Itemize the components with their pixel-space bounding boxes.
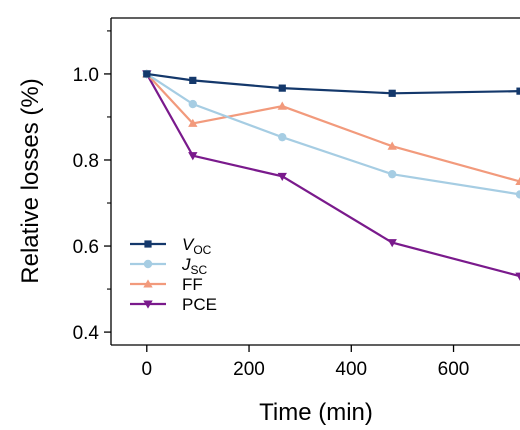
data-point [189, 76, 197, 84]
series-v-oc [143, 70, 520, 97]
axes: 0 200 400 600 0.4 0.6 0.8 1.0 [73, 17, 520, 380]
series-layer [142, 69, 520, 281]
y-tick-label: 0.6 [73, 237, 99, 258]
y-tick-label: 1.0 [73, 65, 99, 86]
data-point [277, 101, 287, 110]
series-j-sc [142, 69, 520, 199]
x-axis-label: Time (min) [259, 399, 373, 426]
legend-label: PCE [182, 295, 217, 314]
data-point [515, 272, 520, 281]
data-point [515, 176, 520, 186]
legend-item-ff: FF [130, 275, 203, 294]
data-point [516, 87, 520, 95]
x-tick-label: 200 [233, 359, 265, 380]
data-point [277, 172, 287, 182]
legend-item-pce: PCE [130, 295, 217, 314]
x-tick-label: 0 [141, 359, 152, 380]
x-tick-label: 400 [335, 359, 367, 380]
legend-item-j-sc: JSC [130, 255, 208, 277]
data-point [387, 239, 397, 248]
data-point [188, 118, 198, 127]
legend-label: JSC [181, 255, 208, 277]
data-point [387, 141, 397, 150]
legend-label: FF [182, 275, 203, 294]
data-point [143, 279, 153, 288]
x-tick-label: 600 [438, 359, 470, 380]
legend-item-v-oc: VOC [130, 235, 212, 257]
data-point [515, 190, 520, 199]
series-line [146, 72, 520, 95]
data-point [144, 240, 152, 248]
y-axis-label: Relative losses (%) [17, 78, 44, 283]
data-point [278, 84, 286, 92]
data-point [143, 259, 153, 269]
data-point [387, 169, 397, 179]
y-tick-label: 0.8 [73, 151, 99, 172]
series-ff [142, 69, 520, 186]
data-point [143, 70, 151, 78]
data-point [143, 300, 153, 309]
legend-label: VOC [182, 235, 212, 257]
y-tick-label: 0.4 [73, 323, 100, 344]
data-point [278, 132, 287, 142]
data-point [388, 89, 396, 97]
data-point [188, 152, 198, 161]
data-point [188, 99, 197, 109]
